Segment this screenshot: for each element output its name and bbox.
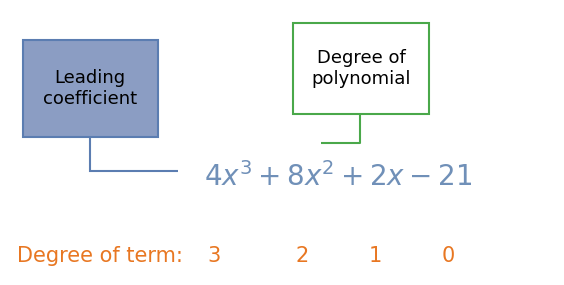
Text: Degree of term:: Degree of term: (17, 247, 183, 266)
Text: Degree of
polynomial: Degree of polynomial (311, 49, 411, 88)
FancyBboxPatch shape (293, 23, 429, 114)
Text: Leading
coefficient: Leading coefficient (43, 69, 137, 108)
Text: 1: 1 (368, 247, 382, 266)
FancyBboxPatch shape (23, 40, 158, 137)
Text: 2: 2 (295, 247, 309, 266)
Text: 3: 3 (208, 247, 221, 266)
Text: $4x^3 + 8x^2 + 2x - 21$: $4x^3 + 8x^2 + 2x - 21$ (204, 162, 473, 192)
Text: 0: 0 (442, 247, 455, 266)
